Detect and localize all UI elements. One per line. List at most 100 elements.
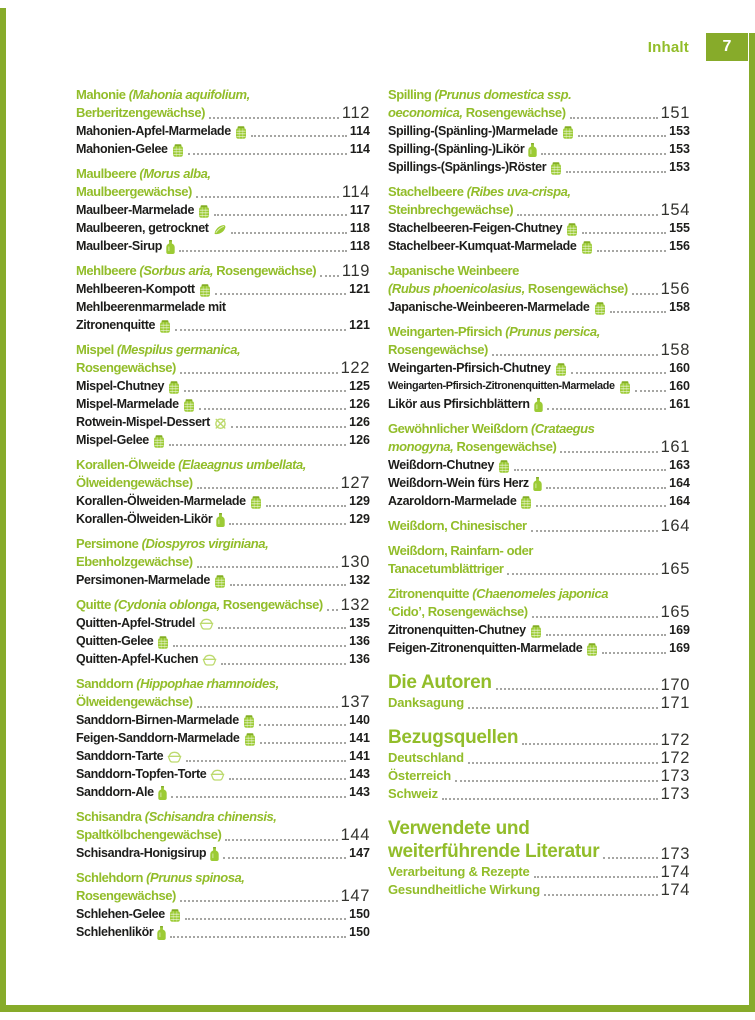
page-ref: 143 <box>349 785 370 799</box>
dotted-leader <box>214 293 347 295</box>
toc-green-row: Deutschland 172 <box>388 749 690 767</box>
dotted-leader <box>522 743 658 745</box>
section-heading-line: Korallen-Ölweide (Elaeagnus umbellata, <box>76 456 370 474</box>
toc-section-heading: Stachelbeere (Ribes uva-crispa, Steinbrec… <box>388 183 690 219</box>
section-heading-text: Spaltkölbchengewächse) <box>76 827 222 842</box>
page-ref: 173 <box>660 767 690 785</box>
page-ref: 174 <box>660 881 690 899</box>
section-heading-line: oeconomica, Rosengewächse) 151 <box>388 104 690 122</box>
section-heading-text: Schisandra (Schisandra chinensis, <box>76 809 277 824</box>
bottle-icon <box>166 240 175 254</box>
dotted-leader <box>196 706 338 708</box>
page-ref: 158 <box>669 300 690 314</box>
cake-icon <box>199 618 214 630</box>
toc-recipe-row: Likör aus Pfirsichblättern 161 <box>388 395 690 413</box>
section-heading-text: Mispel (Mespilus germanica, <box>76 342 241 357</box>
section-heading-text: Spilling (Prunus domestica ssp. <box>388 87 572 102</box>
section-heading-text: Maulbeere (Morus alba, <box>76 166 211 181</box>
page-ref: 169 <box>669 641 690 655</box>
section-heading-text: Persimone (Diospyros virginiana, <box>76 536 269 551</box>
dotted-leader <box>609 311 667 313</box>
dotted-leader <box>209 117 339 119</box>
dotted-leader <box>231 426 347 428</box>
recipe-label: Persimonen-Marmelade <box>76 571 226 589</box>
section-heading-line: Weißdorn, Chinesischer 164 <box>388 517 690 535</box>
page-trim-bottom <box>6 1005 749 1012</box>
toc-recipe-row: Korallen-Ölweiden-Marmelade 129 <box>76 492 370 510</box>
dotted-leader <box>546 408 667 410</box>
recipe-label-line1: Mehlbeerenmarmelade mit <box>76 300 226 314</box>
bottle-icon <box>157 926 167 940</box>
toc-section-heading: Weißdorn, Chinesischer 164 <box>388 517 690 535</box>
part-heading-text: Die Autoren <box>388 672 492 693</box>
toc-recipe-row: Maulbeer-Sirup 118 <box>76 237 370 255</box>
jam-jar-icon <box>530 624 542 638</box>
toc-recipe-row: Mispel-Marmelade 126 <box>76 395 370 413</box>
section-heading-line: Weißdorn, Rainfarn- oder <box>388 542 690 560</box>
section-heading-text: Berberitzengewächse) <box>76 105 205 120</box>
page-ref: 126 <box>349 415 370 429</box>
section-heading-line: Maulbeere (Morus alba, <box>76 165 370 183</box>
recipe-label: Sanddorn-Ale <box>76 783 167 801</box>
page-ref: 143 <box>349 767 370 781</box>
section-heading-line: monogyna, Rosengewächse) 161 <box>388 438 690 456</box>
part-heading-line: Verwendete und <box>388 817 690 840</box>
dotted-leader <box>221 663 347 665</box>
page-ref: 172 <box>660 731 690 749</box>
dotted-leader <box>530 530 658 532</box>
page-ref: 132 <box>349 573 370 587</box>
recipe-label: Korallen-Ölweiden-Marmelade <box>76 492 262 510</box>
recipe-label: Quitten-Apfel-Strudel <box>76 614 214 632</box>
dotted-leader <box>513 469 667 471</box>
toc-recipe-row: Schlehenlikör 150 <box>76 923 370 941</box>
green-item-label: Gesundheitliche Wirkung <box>388 882 541 897</box>
recipe-label: Mispel-Marmelade <box>76 395 195 413</box>
page-ref: 161 <box>669 397 690 411</box>
toc-section-heading: Persimone (Diospyros virginiana, Ebenholz… <box>76 535 370 571</box>
dotted-leader <box>187 153 347 155</box>
bottle-icon <box>533 398 543 412</box>
toc-recipe-row: Rotwein-Mispel-Dessert 126 <box>76 413 370 431</box>
page-ref: 164 <box>669 494 690 508</box>
dotted-leader <box>560 451 658 453</box>
toc-recipe-row: Spilling-(Spänling-)Marmelade 153 <box>388 122 690 140</box>
page-ref: 156 <box>669 239 690 253</box>
green-item-label: Österreich <box>388 768 452 783</box>
page-number-box: 7 <box>706 33 748 61</box>
dotted-leader <box>196 566 338 568</box>
dotted-leader <box>250 135 347 137</box>
page-ref: 160 <box>669 379 690 393</box>
page-ref: 121 <box>349 282 370 296</box>
dried-fruit-icon <box>213 224 227 235</box>
toc-recipe-row: Feigen-Sanddorn-Marmelade 141 <box>76 729 370 747</box>
dotted-leader <box>186 760 347 762</box>
toc-recipe-row: Zitronenquitte 121 <box>76 316 370 334</box>
jam-jar-icon <box>550 161 562 175</box>
toc-recipe-row: Schisandra-Honigsirup 147 <box>76 844 370 862</box>
toc-recipe-row: Mahonien-Apfel-Marmelade 114 <box>76 122 370 140</box>
page-ref: 158 <box>660 341 690 359</box>
jam-jar-icon <box>586 642 598 656</box>
toc-recipe-row: Quitten-Apfel-Strudel 135 <box>76 614 370 632</box>
section-heading-line: Rosengewächse) 122 <box>76 359 370 377</box>
page-ref: 126 <box>349 433 370 447</box>
dotted-leader <box>265 505 347 507</box>
page-ref: 164 <box>669 476 690 490</box>
page-ref: 147 <box>340 887 370 905</box>
dotted-leader <box>495 688 658 690</box>
section-heading-text: monogyna, Rosengewächse) <box>388 439 557 454</box>
dotted-leader <box>570 372 667 374</box>
page-ref: 144 <box>340 826 370 844</box>
dotted-leader <box>179 900 338 902</box>
toc-recipe-row: Weißdorn-Wein fürs Herz 164 <box>388 474 690 492</box>
dotted-leader <box>634 390 667 392</box>
section-heading-text: Ölweidengewächse) <box>76 694 193 709</box>
section-heading-text: Ölweidengewächse) <box>76 475 193 490</box>
page-ref: 164 <box>660 517 690 535</box>
toc-recipe-row: Spillings-(Spänlings-)Röster 153 <box>388 158 690 176</box>
dotted-leader <box>596 250 667 252</box>
toc-recipe-row: Zitronenquitten-Chutney 169 <box>388 621 690 639</box>
section-heading-line: Schlehdorn (Prunus spinosa, <box>76 869 370 887</box>
toc-part-heading: Verwendete und weiterführende Literatur 17… <box>388 817 690 863</box>
section-heading-text: Weißdorn, Rainfarn- oder <box>388 543 533 558</box>
